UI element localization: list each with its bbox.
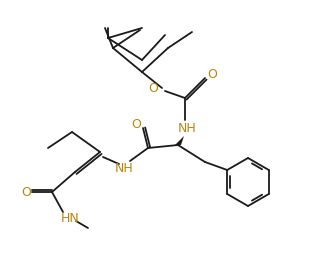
Text: NH: NH xyxy=(115,163,133,176)
Text: O: O xyxy=(207,69,217,82)
Text: O: O xyxy=(148,83,158,96)
Text: NH: NH xyxy=(178,122,196,135)
Polygon shape xyxy=(175,136,184,145)
Text: O: O xyxy=(131,118,141,131)
Text: O: O xyxy=(21,185,31,198)
Text: HN: HN xyxy=(61,213,79,226)
